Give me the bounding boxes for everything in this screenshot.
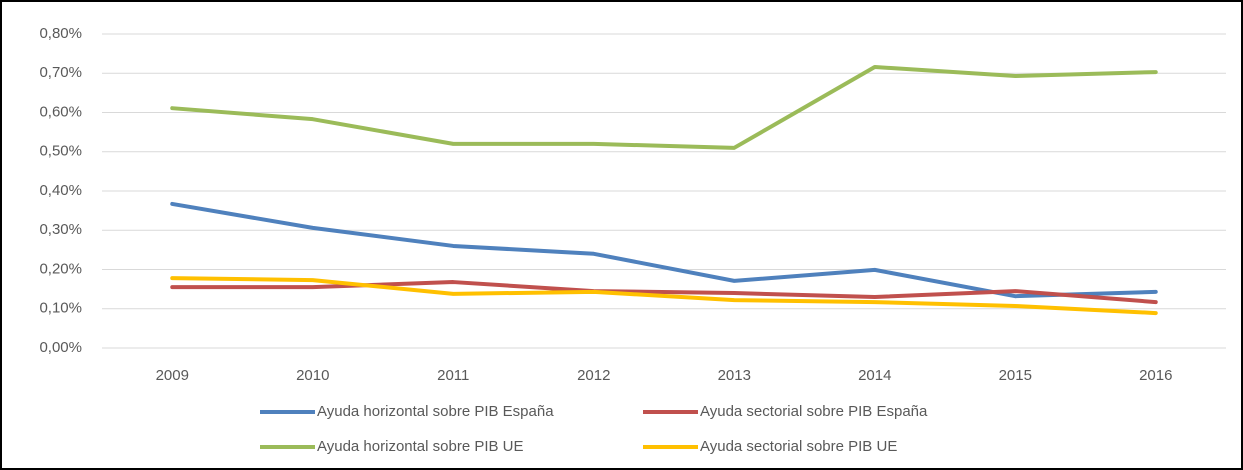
y-tick-label: 0,10% [39, 300, 82, 317]
x-tick-label: 2012 [577, 367, 610, 384]
x-tick-label: 2011 [437, 367, 469, 384]
x-tick-label: 2013 [718, 367, 751, 384]
y-tick-label: 0,00% [39, 339, 82, 356]
x-tick-label: 2015 [999, 367, 1032, 384]
legend-label: Ayuda sectorial sobre PIB UE [700, 438, 897, 455]
series-line [170, 276, 1158, 316]
y-tick-label: 0,60% [39, 103, 82, 120]
y-tick-label: 0,40% [39, 182, 82, 199]
x-tick-label: 2016 [1139, 367, 1172, 384]
y-tick-label: 0,70% [39, 64, 82, 81]
x-tick-label: 2010 [296, 367, 329, 384]
series-line [170, 280, 1158, 305]
series-line [170, 64, 1158, 150]
y-tick-label: 0,20% [39, 260, 82, 277]
legend-label: Ayuda horizontal sobre PIB España [317, 403, 554, 420]
legend-label: Ayuda sectorial sobre PIB España [700, 403, 928, 420]
y-tick-label: 0,50% [39, 143, 82, 160]
x-tick-label: 2009 [156, 367, 189, 384]
legend-label: Ayuda horizontal sobre PIB UE [317, 438, 524, 455]
y-tick-label: 0,30% [39, 221, 82, 238]
y-tick-label: 0,80% [39, 25, 82, 42]
x-tick-label: 2014 [858, 367, 891, 384]
